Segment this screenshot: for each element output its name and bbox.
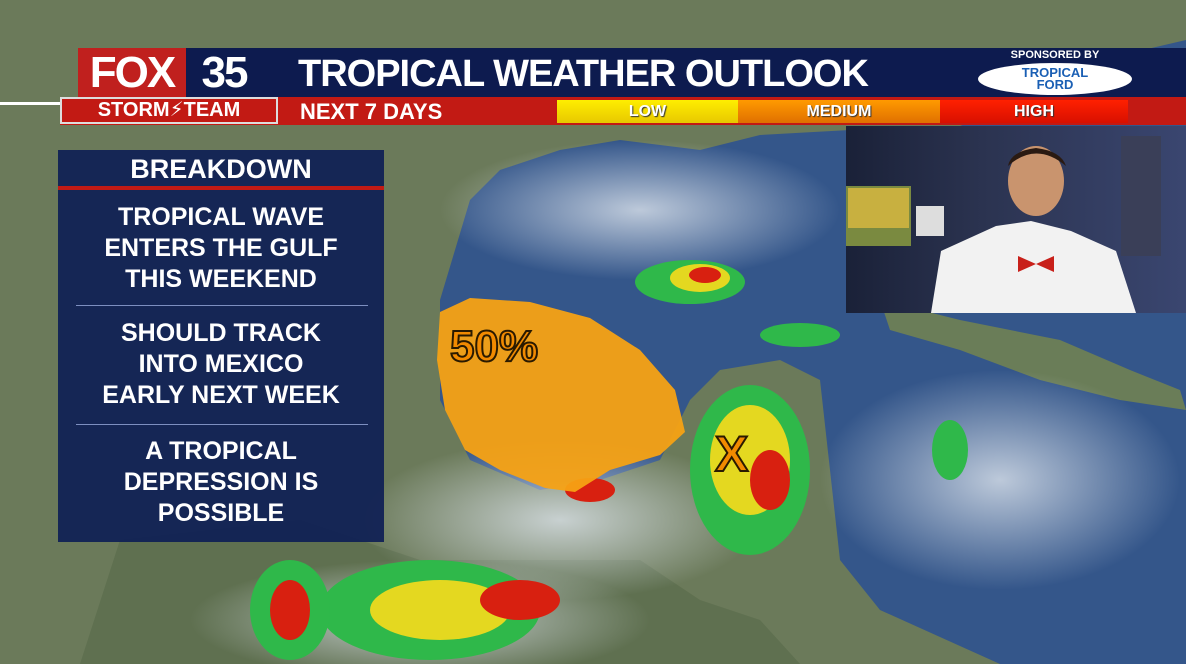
line: A TROPICAL [145, 437, 297, 465]
legend-low: LOW [557, 100, 738, 123]
presenter-image [846, 136, 1161, 313]
lightning-icon: ⚡ [169, 99, 184, 121]
cuba [880, 300, 1186, 410]
breakdown-item: TROPICAL WAVE ENTERS THE GULF THIS WEEKEND [58, 202, 384, 295]
station-logo: FOX [78, 48, 186, 97]
sponsor-label: SPONSORED BY [1010, 49, 1100, 61]
line: DEPRESSION IS [123, 468, 319, 496]
line: INTO MEXICO [138, 350, 304, 378]
line: TROPICAL WAVE [117, 203, 325, 231]
disturbance-marker: X [714, 425, 749, 483]
channel-number: 35 [201, 48, 249, 97]
legend-high: HIGH [940, 100, 1128, 123]
graphic-subtitle: NEXT 7 DAYS [300, 99, 443, 124]
radar-echoes [250, 260, 968, 660]
breakdown-panel [58, 150, 384, 542]
sponsor-logo: TROPICAL FORD [978, 63, 1132, 95]
line: POSSIBLE [157, 499, 285, 527]
breakdown-item: SHOULD TRACK INTO MEXICO EARLY NEXT WEEK [58, 318, 384, 411]
sponsor-logo-line2: FORD [1036, 77, 1074, 92]
line: ENTERS THE GULF [104, 234, 338, 262]
breakdown-item: A TROPICAL DEPRESSION IS POSSIBLE [58, 436, 384, 529]
development-area-medium [437, 298, 685, 492]
line: SHOULD TRACK [121, 319, 321, 347]
graphic-title: TROPICAL WEATHER OUTLOOK [298, 53, 869, 95]
team-word-2: TEAM [183, 99, 241, 121]
line: EARLY NEXT WEEK [102, 381, 340, 409]
sponsor-logo-line1: TROPICAL [1021, 65, 1089, 80]
decorative-stripe [0, 102, 60, 105]
area-chance-label: 50% [449, 321, 539, 372]
separator [76, 424, 368, 425]
presenter-video-inset [846, 126, 1186, 313]
storm-team-badge: STORM⚡TEAM [60, 97, 278, 124]
legend-medium: MEDIUM [738, 100, 940, 123]
team-word-1: STORM [97, 99, 170, 121]
line: THIS WEEKEND [125, 265, 317, 293]
separator [76, 305, 368, 306]
breakdown-divider [58, 186, 384, 190]
breakdown-title: BREAKDOWN [130, 154, 312, 184]
